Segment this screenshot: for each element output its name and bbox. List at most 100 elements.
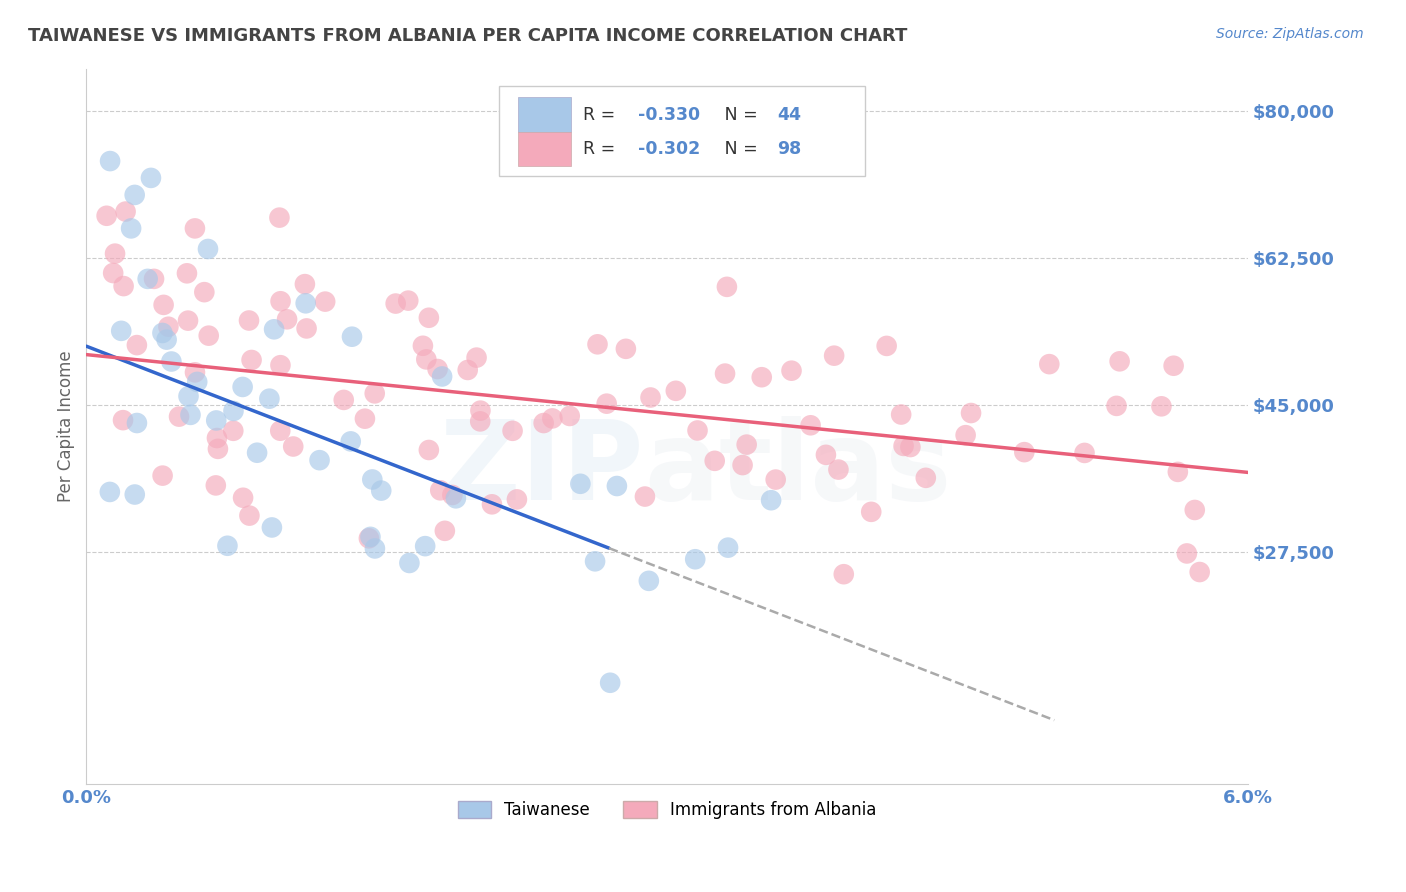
- Point: [357, 531, 380, 545]
- Point: [259, 392, 281, 406]
- Point: [157, 319, 180, 334]
- Point: [197, 242, 219, 256]
- Point: [114, 204, 136, 219]
- Text: 44: 44: [778, 105, 801, 124]
- Point: [893, 439, 915, 453]
- Text: Source: ZipAtlas.com: Source: ZipAtlas.com: [1216, 27, 1364, 41]
- Point: [332, 392, 354, 407]
- Point: [240, 353, 263, 368]
- Point: [384, 296, 406, 310]
- Point: [232, 380, 254, 394]
- Point: [506, 492, 529, 507]
- Legend: Taiwanese, Immigrants from Albania: Taiwanese, Immigrants from Albania: [451, 794, 883, 825]
- Point: [457, 363, 479, 377]
- Point: [270, 294, 292, 309]
- Point: [186, 375, 208, 389]
- Point: [111, 413, 134, 427]
- Point: [586, 337, 609, 351]
- Point: [359, 530, 381, 544]
- Point: [204, 478, 226, 492]
- Point: [260, 520, 283, 534]
- Point: [125, 338, 148, 352]
- Point: [832, 567, 855, 582]
- Point: [1184, 503, 1206, 517]
- Point: [340, 329, 363, 343]
- Point: [731, 458, 754, 472]
- Point: [396, 293, 419, 308]
- Point: [583, 554, 606, 568]
- Text: N =: N =: [707, 140, 763, 158]
- Point: [900, 440, 922, 454]
- Point: [765, 473, 787, 487]
- Point: [207, 442, 229, 456]
- Point: [595, 397, 617, 411]
- Point: [606, 479, 628, 493]
- Point: [276, 312, 298, 326]
- Point: [1167, 465, 1189, 479]
- Point: [238, 313, 260, 327]
- Point: [914, 471, 936, 485]
- Point: [308, 453, 330, 467]
- Point: [430, 369, 453, 384]
- Point: [314, 294, 336, 309]
- Point: [415, 352, 437, 367]
- Point: [614, 342, 637, 356]
- Point: [167, 409, 190, 424]
- Point: [152, 326, 174, 340]
- Point: [112, 279, 135, 293]
- Text: atlas: atlas: [644, 416, 952, 523]
- Point: [205, 431, 228, 445]
- Point: [433, 524, 456, 538]
- Point: [269, 211, 291, 225]
- Text: ZIP: ZIP: [440, 416, 644, 523]
- Point: [470, 414, 492, 428]
- Point: [370, 483, 392, 498]
- Point: [890, 408, 912, 422]
- Point: [152, 468, 174, 483]
- Point: [413, 539, 436, 553]
- Point: [1175, 546, 1198, 560]
- Point: [177, 313, 200, 327]
- Point: [1073, 446, 1095, 460]
- Point: [876, 339, 898, 353]
- Point: [860, 505, 883, 519]
- Point: [269, 424, 291, 438]
- Point: [361, 473, 384, 487]
- Point: [418, 442, 440, 457]
- Point: [780, 364, 803, 378]
- Point: [269, 358, 291, 372]
- Point: [398, 556, 420, 570]
- Point: [502, 424, 524, 438]
- Point: [294, 277, 316, 292]
- Point: [1150, 400, 1173, 414]
- Point: [232, 491, 254, 505]
- Point: [156, 333, 179, 347]
- Point: [465, 351, 488, 365]
- Point: [143, 272, 166, 286]
- Point: [197, 328, 219, 343]
- Y-axis label: Per Capita Income: Per Capita Income: [58, 351, 75, 502]
- Point: [717, 541, 740, 555]
- Text: TAIWANESE VS IMMIGRANTS FROM ALBANIA PER CAPITA INCOME CORRELATION CHART: TAIWANESE VS IMMIGRANTS FROM ALBANIA PER…: [28, 27, 907, 45]
- Point: [246, 446, 269, 460]
- Point: [418, 310, 440, 325]
- Point: [96, 209, 118, 223]
- Point: [444, 491, 467, 506]
- Point: [751, 370, 773, 384]
- Point: [184, 365, 207, 379]
- Point: [1014, 445, 1036, 459]
- Point: [426, 362, 449, 376]
- Point: [152, 298, 174, 312]
- FancyBboxPatch shape: [519, 97, 571, 132]
- Point: [533, 416, 555, 430]
- Point: [179, 408, 201, 422]
- Text: N =: N =: [707, 105, 763, 124]
- Point: [960, 406, 983, 420]
- Point: [110, 324, 132, 338]
- Point: [541, 411, 564, 425]
- Point: [125, 416, 148, 430]
- Point: [429, 483, 451, 498]
- Point: [217, 539, 239, 553]
- Point: [412, 339, 434, 353]
- Point: [98, 154, 121, 169]
